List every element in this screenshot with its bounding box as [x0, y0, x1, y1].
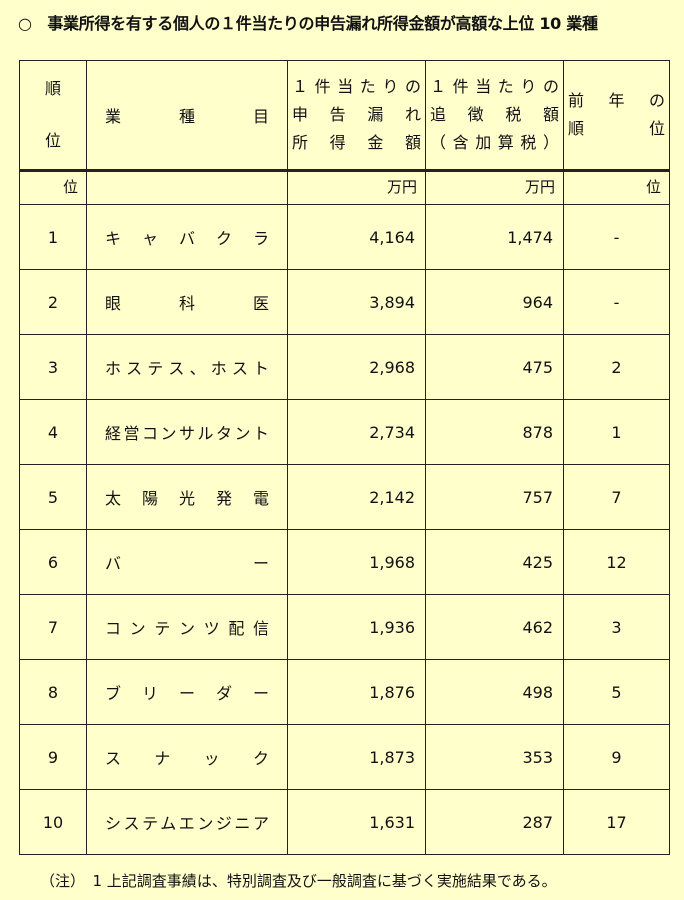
- cell-industry: 太陽光発電: [86, 464, 288, 530]
- header-line: 前年の: [568, 91, 665, 110]
- header-prev: 前年の順 位: [563, 60, 670, 171]
- cell-prev: 3: [563, 594, 670, 660]
- header-income: １件当たりの 申告漏れ所得金額: [287, 60, 426, 171]
- cell-prev: -: [563, 269, 670, 335]
- cell-prev: 5: [563, 659, 670, 725]
- cell-tax: 1,474: [425, 204, 564, 270]
- cell-tax: 498: [425, 659, 564, 725]
- cell-income: 2,968: [287, 334, 426, 400]
- cell-industry: 経営コンサルタント: [86, 399, 288, 465]
- cell-rank: 5: [19, 464, 87, 530]
- cell-tax: 878: [425, 399, 564, 465]
- table-row: 6 バー 1,968 425 12: [19, 529, 670, 595]
- cell-prev: 9: [563, 724, 670, 790]
- unit-prev: 位: [563, 169, 670, 205]
- cell-tax: 757: [425, 464, 564, 530]
- cell-tax: 425: [425, 529, 564, 595]
- header-industry-label: 業 種 目: [105, 107, 269, 126]
- header-row: 順位 業 種 目 １件当たりの 申告漏れ 所得金額 １件当たりの 追徴税額 （含加算税）…: [19, 60, 670, 171]
- cell-tax: 462: [425, 594, 564, 660]
- footnote: （注） 1 上記調査事績は、特別調査及び一般調査に基づく実施結果である。: [40, 872, 557, 890]
- cell-rank: 10: [19, 789, 87, 855]
- table-row: 2 眼科医 3,894 964-: [19, 269, 670, 335]
- unit-tax: 万円: [425, 169, 564, 205]
- cell-industry: バー: [86, 529, 288, 595]
- cell-income: 1,936: [287, 594, 426, 660]
- cell-prev: 1: [563, 399, 670, 465]
- header-line: 申告漏れ: [292, 105, 421, 124]
- header-line: １件当たりの: [430, 77, 559, 96]
- unit-rank: 位: [19, 169, 87, 205]
- header-rank: 順位: [19, 60, 87, 171]
- cell-rank: 9: [19, 724, 87, 790]
- cell-industry: システムエンジニア: [86, 789, 288, 855]
- cell-tax: 287: [425, 789, 564, 855]
- cell-prev: 17: [563, 789, 670, 855]
- cell-prev: 7: [563, 464, 670, 530]
- header-industry: 業 種 目: [86, 60, 288, 171]
- cell-rank: 6: [19, 529, 87, 595]
- cell-income: 1,873: [287, 724, 426, 790]
- cell-income: 2,734: [287, 399, 426, 465]
- table-row: 1 キャバクラ 4,164 1,474-: [19, 204, 670, 270]
- unit-income: 万円: [287, 169, 426, 205]
- table-row: 5 太陽光発電 2,142 757 7: [19, 464, 670, 530]
- cell-rank: 3: [19, 334, 87, 400]
- header-tax: １件当たりの 追徴税額 （含加算税）: [425, 60, 564, 171]
- table-row: 4 経営コンサルタント 2,734 878 1: [19, 399, 670, 465]
- cell-industry: ホステス、ホスト: [86, 334, 288, 400]
- header-line: 所得金額: [292, 133, 421, 152]
- header-line: 順 位: [568, 119, 665, 138]
- header-line: 追徴税額: [430, 105, 559, 124]
- industry-table: 順位 業 種 目 １件当たりの 申告漏れ 所得金額 １件当たりの 追徴税額 （含加算税）…: [19, 60, 670, 855]
- cell-rank: 7: [19, 594, 87, 660]
- cell-income: 1,968: [287, 529, 426, 595]
- cell-income: 1,631: [287, 789, 426, 855]
- cell-industry: キャバクラ: [86, 204, 288, 270]
- header-rank-line: 位: [44, 131, 61, 150]
- header-rank-line: 順: [44, 79, 61, 98]
- cell-income: 3,894: [287, 269, 426, 335]
- cell-industry: スナック: [86, 724, 288, 790]
- page-title: ○ 事業所得を有する個人の１件当たりの申告漏れ所得金額が高額な上位 10 業種: [18, 14, 598, 33]
- header-line: １件当たりの: [292, 77, 421, 96]
- cell-rank: 8: [19, 659, 87, 725]
- cell-tax: 475: [425, 334, 564, 400]
- cell-industry: コンテンツ配信: [86, 594, 288, 660]
- cell-income: 2,142: [287, 464, 426, 530]
- table-row: 9 スナック 1,873 353 9: [19, 724, 670, 790]
- table-row: 8 ブリーダー 1,876 498 5: [19, 659, 670, 725]
- cell-income: 4,164: [287, 204, 426, 270]
- cell-income: 1,876: [287, 659, 426, 725]
- cell-industry: 眼科医: [86, 269, 288, 335]
- cell-industry: ブリーダー: [86, 659, 288, 725]
- cell-prev: 12: [563, 529, 670, 595]
- unit-industry: [86, 169, 288, 205]
- cell-prev: -: [563, 204, 670, 270]
- units-row: 位 万円 万円 位: [19, 169, 670, 205]
- cell-prev: 2: [563, 334, 670, 400]
- table-row: 10 システムエンジニア 1,631 287 17: [19, 789, 670, 855]
- cell-tax: 353: [425, 724, 564, 790]
- table-row: 3 ホステス、ホスト 2,968 475 2: [19, 334, 670, 400]
- cell-tax: 964: [425, 269, 564, 335]
- cell-rank: 4: [19, 399, 87, 465]
- header-line: （含加算税）: [430, 133, 559, 152]
- cell-rank: 1: [19, 204, 87, 270]
- table-row: 7 コンテンツ配信 1,936 462 3: [19, 594, 670, 660]
- cell-rank: 2: [19, 269, 87, 335]
